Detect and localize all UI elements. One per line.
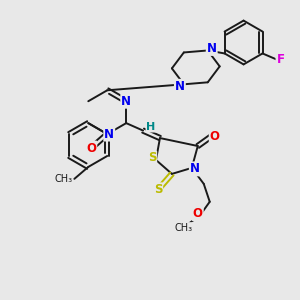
Text: CH₃: CH₃ bbox=[54, 174, 72, 184]
Text: O: O bbox=[193, 207, 203, 220]
Text: N: N bbox=[104, 128, 114, 141]
Text: O: O bbox=[86, 142, 96, 154]
Text: F: F bbox=[276, 53, 284, 66]
Text: N: N bbox=[175, 80, 185, 93]
Text: S: S bbox=[154, 183, 162, 196]
Text: S: S bbox=[148, 152, 156, 164]
Text: O: O bbox=[210, 130, 220, 142]
Text: H: H bbox=[146, 122, 156, 132]
Text: CH₃: CH₃ bbox=[175, 223, 193, 232]
Text: N: N bbox=[207, 42, 217, 55]
Text: N: N bbox=[190, 162, 200, 176]
Text: N: N bbox=[121, 95, 131, 108]
